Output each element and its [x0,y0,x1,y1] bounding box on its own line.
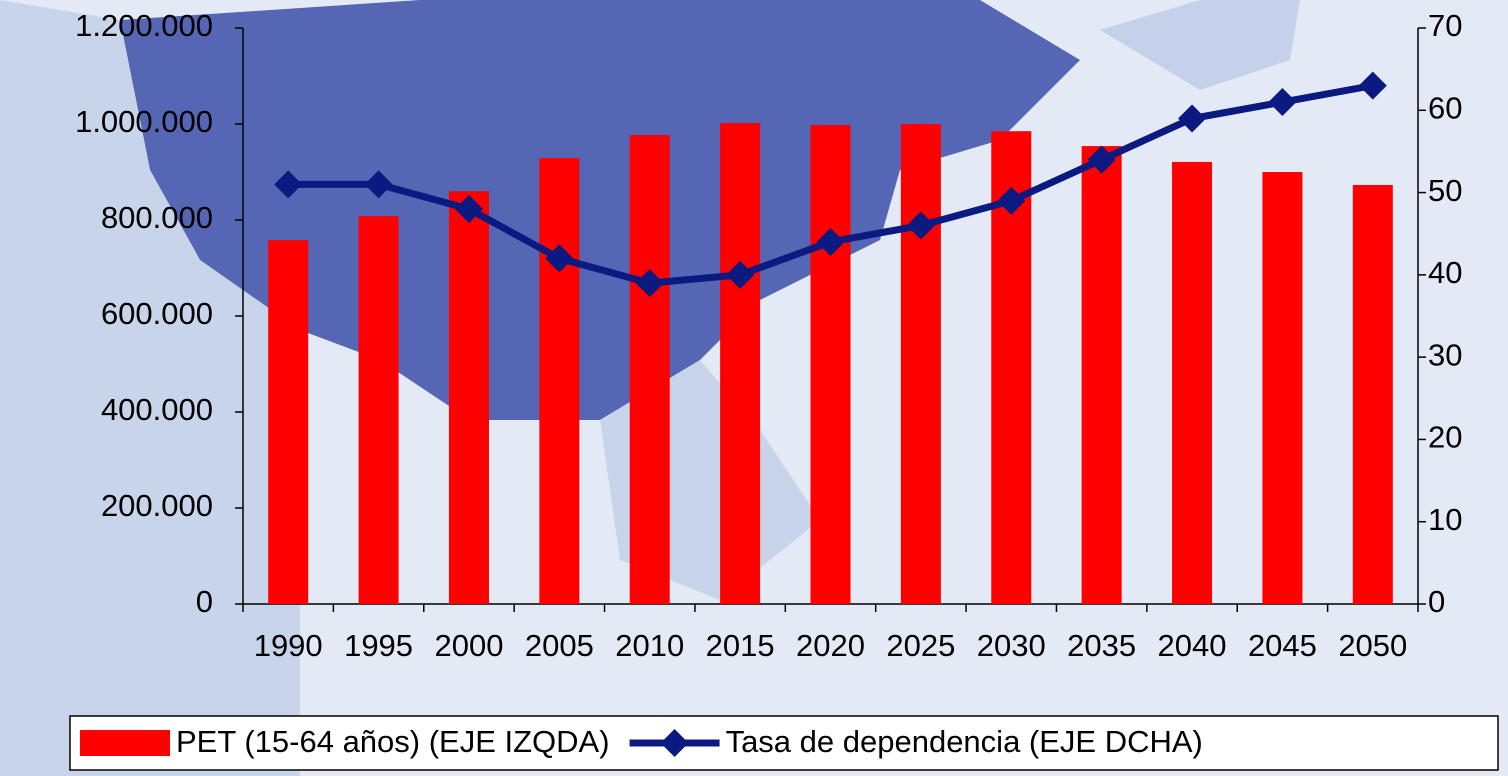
bar [720,123,761,604]
y-tick-label: 600.000 [101,296,213,331]
y2-tick-label: 30 [1428,337,1462,372]
y-tick-label: 200.000 [101,488,213,523]
bar [539,158,580,604]
bar [448,191,489,604]
marker [726,260,755,289]
y2-tick-label: 20 [1428,420,1462,455]
legend-box [69,715,1499,771]
marker [364,170,393,199]
legend-label: Tasa de dependencia (EJE DCHA) [726,724,1203,759]
marker [1358,71,1387,100]
marker [545,244,574,273]
bar [268,240,309,604]
x-tick-label: 1995 [344,628,413,663]
bar [358,216,399,604]
x-tick-label: 2040 [1158,628,1227,663]
bar [810,124,851,605]
marker [1268,88,1297,117]
y2-tick-label: 70 [1428,8,1462,43]
x-tick-label: 2035 [1067,628,1136,663]
legend-swatch [660,729,689,757]
bar [1352,184,1393,604]
y-tick-label: 0 [196,584,213,619]
y2-tick-label: 40 [1428,255,1462,290]
marker [1087,145,1116,174]
bar [1081,146,1122,604]
x-tick-label: 2020 [796,628,865,663]
x-tick-label: 2015 [706,628,775,663]
bar [900,124,941,604]
map-shape [0,0,300,776]
marker [906,211,935,240]
y2-tick-label: 0 [1428,584,1445,619]
legend-label: PET (15-64 años) (EJE IZQDA) [176,724,610,759]
x-tick-label: 2050 [1338,628,1407,663]
y-tick-label: 1.000.000 [75,104,213,139]
marker [816,227,845,256]
x-tick-label: 2010 [615,628,684,663]
x-tick-label: 2030 [977,628,1046,663]
marker [274,170,303,199]
legend-swatch [80,730,170,756]
marker [1178,104,1207,133]
x-tick-label: 2000 [434,628,503,663]
x-tick-label: 2025 [886,628,955,663]
y2-tick-label: 60 [1428,90,1462,125]
marker [635,269,664,298]
x-tick-label: 2005 [525,628,594,663]
marker [454,195,483,224]
y2-tick-label: 10 [1428,502,1462,537]
y-tick-label: 1.200.000 [75,8,213,43]
x-tick-label: 2045 [1248,628,1317,663]
marker [997,186,1026,215]
x-tick-label: 1990 [254,628,323,663]
bar [1172,161,1213,605]
y-tick-label: 800.000 [101,200,213,235]
bar [629,135,670,605]
bar [1262,172,1303,604]
y2-tick-label: 50 [1428,173,1462,208]
map-shape [1100,0,1300,90]
y-tick-label: 400.000 [101,392,213,427]
